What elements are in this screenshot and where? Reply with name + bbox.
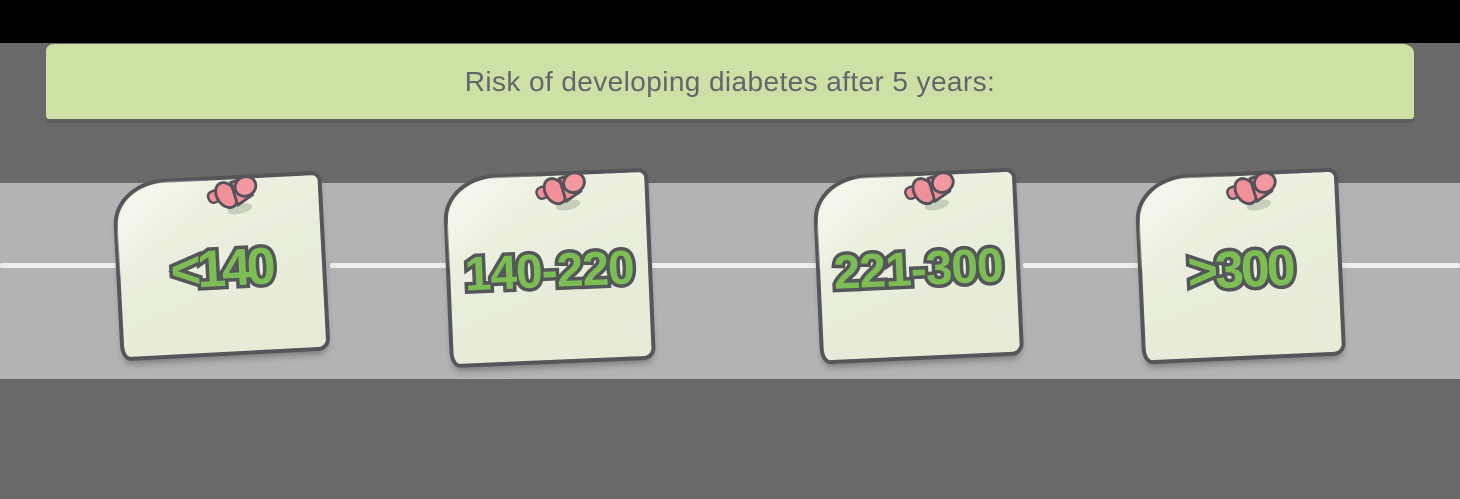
sticky-note-221-300: 221-300 221-300 xyxy=(811,167,1025,365)
note-value-text: >300 xyxy=(1186,238,1294,301)
lower-wall xyxy=(0,379,1460,499)
pushpin-icon xyxy=(535,171,586,211)
page-title: Risk of developing diabetes after 5 year… xyxy=(464,65,996,97)
pushpin-icon xyxy=(903,171,955,211)
pushpin-icon xyxy=(206,175,258,215)
sticky-note-above-300: >300 >300 xyxy=(1133,167,1347,365)
note-value-text: <140 xyxy=(169,237,274,302)
pushpin-icon xyxy=(1225,171,1277,211)
note-value-text: 221-300 xyxy=(832,238,1004,300)
note-value: 140-220 140-220 xyxy=(449,238,649,305)
sticky-note-140-220: 140-220 140-220 xyxy=(442,167,656,369)
sticky-note-below-140: <140 <140 xyxy=(111,170,331,362)
lane-divider-segment xyxy=(330,263,1016,268)
top-black-band xyxy=(0,0,1460,43)
note-value-text: 140-220 xyxy=(463,241,635,302)
note-value: 221-300 221-300 xyxy=(819,235,1017,303)
note-value: >300 >300 xyxy=(1141,235,1339,305)
note-value: <140 <140 xyxy=(119,234,323,304)
title-banner: Risk of developing diabetes after 5 year… xyxy=(46,44,1414,119)
